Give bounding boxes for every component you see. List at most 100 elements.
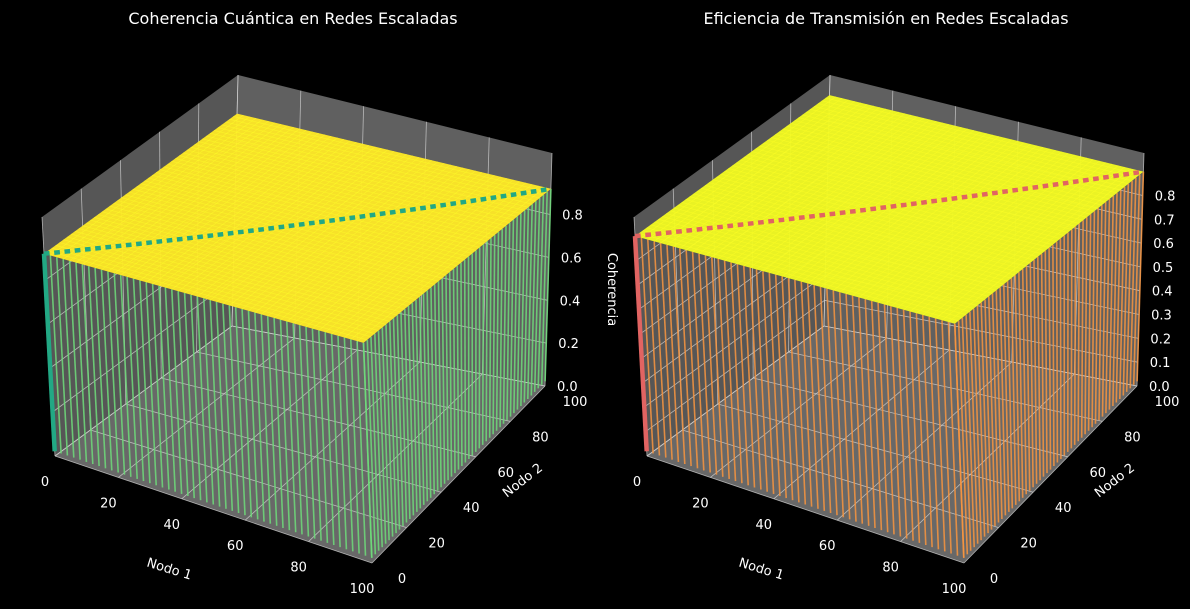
wall-strand bbox=[392, 318, 401, 530]
wall-strand bbox=[1070, 229, 1073, 449]
mesh-line bbox=[350, 185, 539, 340]
diagonal-drop bbox=[41, 253, 57, 452]
diagonal-segment bbox=[951, 195, 958, 202]
x-tick-label: 0 bbox=[41, 475, 49, 490]
wall-strand bbox=[954, 323, 965, 558]
mesh-line bbox=[884, 154, 1075, 305]
z-tick-label: 0.8 bbox=[1155, 189, 1176, 204]
mesh-line bbox=[140, 183, 458, 267]
wall-strand bbox=[366, 339, 377, 555]
diagonal-segment bbox=[737, 222, 744, 228]
wall-strand bbox=[241, 308, 253, 518]
wall-strand bbox=[350, 339, 360, 554]
mesh-line bbox=[877, 153, 1069, 304]
diagonal-segment bbox=[389, 209, 396, 215]
wall-strand bbox=[119, 275, 132, 477]
mesh-line bbox=[802, 114, 1118, 194]
wall-strand bbox=[1119, 186, 1126, 400]
wall-strand bbox=[653, 241, 667, 458]
wall-strand bbox=[1025, 265, 1031, 491]
mesh-line bbox=[331, 181, 520, 335]
diagonal-segment bbox=[227, 230, 234, 236]
wall-strand bbox=[995, 290, 1003, 520]
mesh-line bbox=[786, 125, 1102, 206]
diagonal-segment bbox=[197, 234, 204, 240]
y-tick-label: 40 bbox=[1055, 501, 1072, 516]
diagonal-segment bbox=[94, 245, 102, 251]
mesh-line bbox=[813, 137, 1006, 286]
wall-strand bbox=[768, 272, 781, 497]
mesh-line bbox=[159, 169, 477, 251]
mesh-line bbox=[941, 168, 1132, 321]
wall-strand bbox=[1080, 220, 1084, 438]
mesh-line bbox=[175, 158, 492, 239]
mesh-line bbox=[229, 156, 420, 306]
wall-strand bbox=[481, 244, 485, 445]
diagonal-segment bbox=[1082, 177, 1089, 183]
z-tick-label: 0.6 bbox=[1153, 237, 1174, 252]
mesh-line bbox=[852, 146, 1044, 296]
wall-strand bbox=[370, 336, 380, 551]
x-tick-label: 80 bbox=[882, 561, 899, 576]
chart-title: Eficiencia de Transmisión en Redes Escal… bbox=[703, 9, 1068, 28]
wall-strand bbox=[254, 312, 265, 522]
wall-strand bbox=[647, 239, 661, 456]
mesh-line bbox=[740, 159, 1057, 242]
wall-strand bbox=[1059, 238, 1062, 460]
wall-strand bbox=[311, 328, 322, 541]
wall-strand bbox=[222, 303, 234, 511]
diagonal-segment bbox=[1062, 180, 1069, 186]
grid-line bbox=[90, 429, 407, 528]
diagonal-segment bbox=[634, 233, 641, 239]
diagonal-segment bbox=[268, 225, 275, 231]
mesh-line bbox=[267, 165, 457, 317]
diagonal-segment bbox=[349, 215, 356, 221]
mesh-line bbox=[865, 149, 1056, 300]
wall-strand bbox=[452, 268, 456, 474]
wall-strand bbox=[909, 311, 921, 543]
wall-strand bbox=[794, 279, 807, 505]
wall-strand bbox=[456, 265, 460, 470]
wall-strand bbox=[407, 305, 415, 516]
diagonal-segment bbox=[156, 238, 163, 245]
mesh-line bbox=[210, 152, 401, 301]
x-tick-label: 20 bbox=[692, 496, 709, 511]
diagonal-segment bbox=[655, 231, 662, 237]
diagonal-segment bbox=[1072, 178, 1079, 185]
wall-strand bbox=[445, 275, 449, 481]
wall-strand bbox=[151, 283, 164, 488]
wall-strand bbox=[691, 251, 705, 471]
floor-pane bbox=[647, 326, 1137, 563]
mesh-line bbox=[163, 166, 480, 248]
mesh-line bbox=[186, 149, 503, 230]
mesh-line bbox=[935, 166, 1125, 319]
wall-strand bbox=[1098, 205, 1103, 421]
wall-strand bbox=[991, 293, 1000, 523]
diagonal-segment bbox=[166, 237, 173, 243]
mesh-line bbox=[229, 118, 544, 196]
mesh-line bbox=[782, 128, 1099, 209]
wall-strand bbox=[305, 326, 316, 539]
diagonal-segment bbox=[696, 226, 703, 232]
mesh-line bbox=[903, 159, 1094, 311]
wall-strand bbox=[736, 264, 749, 486]
diagonal-segment bbox=[460, 199, 467, 205]
wall-strand bbox=[286, 321, 297, 533]
y-tick-label: 0 bbox=[398, 572, 406, 587]
mesh-line bbox=[222, 155, 413, 304]
wall-strand bbox=[666, 244, 680, 462]
wall-strand bbox=[1040, 253, 1045, 477]
wall-strand bbox=[400, 312, 408, 523]
wall-strand bbox=[698, 253, 711, 473]
diagonal-segment bbox=[298, 221, 305, 227]
mesh-line bbox=[820, 139, 1012, 288]
wall-strand bbox=[890, 306, 902, 537]
mesh-line bbox=[801, 134, 993, 282]
wall-strand bbox=[488, 238, 492, 438]
diagonal-segment bbox=[849, 208, 856, 214]
wall-strand bbox=[902, 309, 914, 541]
wall-strand bbox=[1115, 189, 1122, 403]
mesh-line bbox=[806, 111, 1121, 191]
wall-strand bbox=[411, 302, 418, 512]
